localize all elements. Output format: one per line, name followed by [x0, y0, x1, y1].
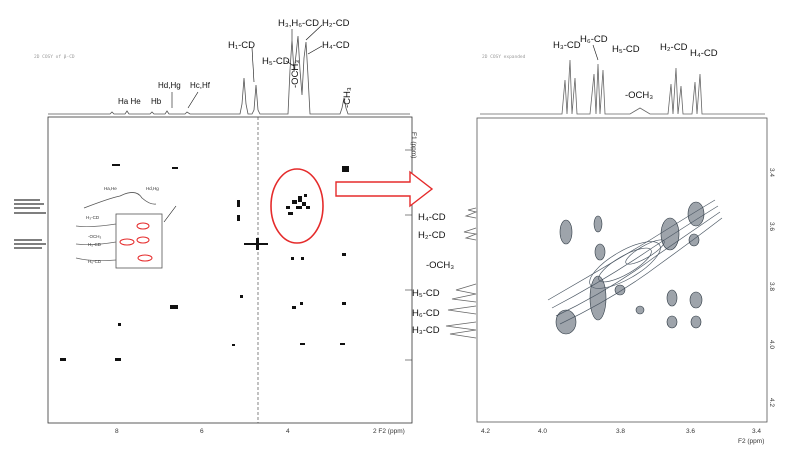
- peak-label-h3h6-cd: H₃,H₆-CD: [278, 18, 319, 29]
- left-2d-frame: [47, 116, 413, 424]
- left-side-spectrum: [14, 199, 46, 249]
- left-f2-label: 2 F2 (ppm): [373, 428, 405, 435]
- right-f2-label: F2 (ppm): [738, 438, 764, 445]
- inset-label-h5: H₅-CD: [88, 242, 102, 247]
- highlight-circle: [270, 168, 324, 244]
- left-top-spectrum: [48, 35, 410, 115]
- left-panel: 2D COSY of β-CD Ha He Hb Hd,Hg Hc,Hf H₁-…: [14, 18, 417, 435]
- pointer-h5: [285, 60, 295, 67]
- inset-pointer: [163, 205, 177, 223]
- right-side-tick-4-0: 4.0: [768, 340, 775, 349]
- right-top-spectrum: [480, 59, 765, 115]
- side-label-h5: H₅-CD: [412, 288, 440, 299]
- inset-red-contours: [119, 222, 153, 262]
- peak-label-hb: Hb: [151, 97, 162, 106]
- side-label-h3: H₃-CD: [412, 325, 440, 336]
- right-2d-frame: [476, 117, 768, 423]
- side-label-h6: H₆-CD: [412, 308, 440, 319]
- peak-label-h1-cd: H₁-CD: [228, 40, 255, 51]
- inset-label-hd-hg: Hd,Hg: [146, 186, 159, 191]
- left-cross-peaks: [60, 164, 349, 361]
- top-label-h2: H₂-CD: [660, 42, 688, 53]
- side-label-och3: -OCH₃: [426, 260, 454, 271]
- side-label-h4: H₄-CD: [418, 212, 446, 223]
- peak-label-hd-hg: Hd,Hg: [158, 81, 181, 90]
- peak-label-ha-he: Ha He: [118, 97, 141, 106]
- peak-label-h2-cd: H₂-CD: [322, 18, 350, 29]
- right-cross-peaks: [555, 201, 705, 335]
- top-label-och3: -OCH₃: [625, 90, 653, 101]
- pointer-h2: [305, 24, 323, 41]
- inset: Ha,He Hd,Hg H₃-CD -OCH₃ H₅-CD H₆-CD: [75, 186, 177, 269]
- right-tick-4-0: 4.0: [538, 428, 547, 435]
- inset-frame: [115, 213, 163, 269]
- peak-label-hc-hf: Hc,Hf: [190, 81, 211, 90]
- pointer-r-h6: [592, 44, 599, 61]
- inset-label-ha-he: Ha,He: [104, 186, 117, 191]
- pointer-h1: [251, 47, 255, 83]
- right-side-tick-4-2: 4.2: [768, 398, 775, 407]
- top-label-h5: H₅-CD: [612, 44, 640, 55]
- right-tick-4-2: 4.2: [481, 428, 490, 435]
- left-f1-label: F1 (ppm): [410, 132, 417, 158]
- top-label-h3: H₃-CD: [553, 40, 581, 51]
- inset-label-och3: -OCH₃: [88, 234, 101, 239]
- right-side-tick-3-4: 3.4: [768, 168, 775, 177]
- circled-cross-peak-cluster: [286, 194, 310, 215]
- right-tick-3-6: 3.6: [686, 428, 695, 435]
- pointer-hc-hf: [187, 91, 199, 109]
- top-label-h4: H₄-CD: [690, 48, 718, 59]
- inset-label-h6: H₆-CD: [88, 259, 102, 264]
- right-tick-3-8: 3.8: [616, 428, 625, 435]
- right-side-tick-3-6: 3.6: [768, 222, 775, 231]
- top-label-h6: H₆-CD: [580, 34, 608, 45]
- left-tick-8: 8: [115, 428, 119, 435]
- peak-label-h4-cd: H₄-CD: [322, 40, 350, 51]
- peak-label-h5-cd: H₅-CD: [262, 56, 290, 67]
- peak-label-ch3: -CH₃: [342, 87, 353, 108]
- peak-label-och3: -OCH₃: [290, 60, 301, 88]
- right-tick-3-4: 3.4: [752, 428, 761, 435]
- left-tick-4: 4: [286, 428, 290, 435]
- left-f1-ticks: [405, 149, 412, 361]
- left-tick-6: 6: [200, 428, 204, 435]
- right-header: 2D COSY expanded: [482, 54, 526, 60]
- left-header: 2D COSY of β-CD: [34, 54, 75, 60]
- expand-arrow: [335, 170, 434, 208]
- inset-side-traces: [75, 223, 117, 262]
- pointer-h4: [307, 45, 323, 55]
- right-side-spectrum: [445, 207, 478, 339]
- inset-label-h3: H₃-CD: [86, 215, 100, 220]
- right-panel: 2D COSY expanded H₃-CD H₆-CD H₅-CD -OCH₃…: [412, 34, 775, 445]
- side-label-h2: H₂-CD: [418, 230, 446, 241]
- right-side-tick-3-8: 3.8: [768, 282, 775, 291]
- inset-top-trace: [83, 192, 157, 209]
